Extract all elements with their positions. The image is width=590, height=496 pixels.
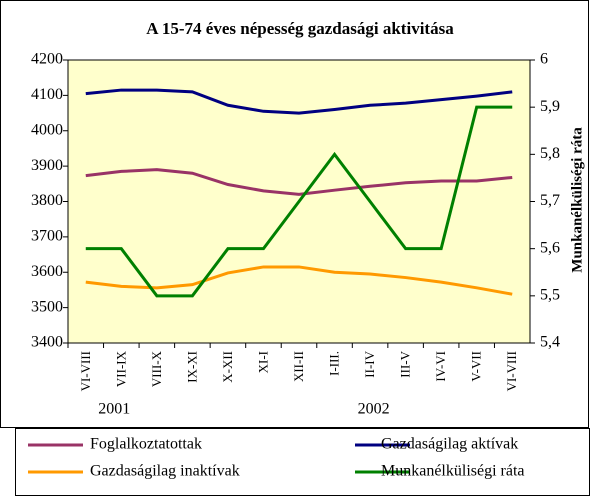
y2-tick-label: 5,5 [540, 287, 560, 304]
y2-tick-label: 5,7 [540, 192, 560, 209]
legend-label: Gazdaságilag aktívak [381, 436, 518, 453]
y-tick-label: 3500 [31, 298, 63, 315]
x-tick-label: VIII-X [149, 350, 164, 387]
year-label: 2002 [358, 401, 390, 418]
y-tick-label: 3700 [31, 228, 63, 245]
legend-label: Foglalkoztatottak [90, 436, 202, 453]
x-tick-label: II-IV [362, 350, 377, 377]
x-tick-label: I-III. [327, 351, 342, 376]
x-tick-label: XI-I [255, 351, 270, 373]
series-line [85, 105, 513, 298]
x-tick-label: XII-II [291, 351, 306, 382]
x-tick-label: VI-VIII [78, 351, 93, 391]
y-tick-label: 4000 [31, 121, 63, 138]
legend-label: Gazdaságilag inaktívak [90, 463, 240, 480]
x-tick-label: X-XII [220, 351, 235, 383]
x-tick-label: IV-VI [433, 351, 448, 382]
x-tick-label: V-VII [469, 351, 484, 382]
y-tick-label: 3800 [31, 192, 63, 209]
chart-title: A 15-74 éves népesség gazdasági aktivitá… [146, 19, 454, 38]
y-tick-label: 3400 [31, 334, 63, 351]
x-tick-label: VI-VIII [504, 351, 519, 391]
y2-tick-label: 5,8 [540, 145, 560, 162]
y-tick-label: 3900 [31, 157, 63, 174]
series-line [85, 88, 513, 115]
year-label: 2001 [98, 401, 130, 418]
y-tick-label: 4200 [31, 51, 63, 68]
x-tick-label: IX-XI [184, 351, 199, 383]
y2-tick-label: 5,6 [540, 239, 560, 256]
y2-tick-label: 5,4 [540, 334, 560, 351]
y2-tick-label: 5,9 [540, 98, 560, 115]
y-tick-label: 3600 [31, 263, 63, 280]
legend-label: Munkanélküliségi ráta [381, 463, 525, 480]
y2-axis-label: Munkanélküliségi ráta [569, 127, 585, 273]
y2-tick-label: 6 [540, 51, 548, 68]
series-line [85, 168, 513, 196]
x-tick-label: III-V [398, 350, 413, 377]
series-line [85, 265, 513, 296]
legend [15, 428, 590, 496]
y-tick-label: 4100 [31, 86, 63, 103]
x-tick-label: VII-IX [113, 350, 128, 387]
